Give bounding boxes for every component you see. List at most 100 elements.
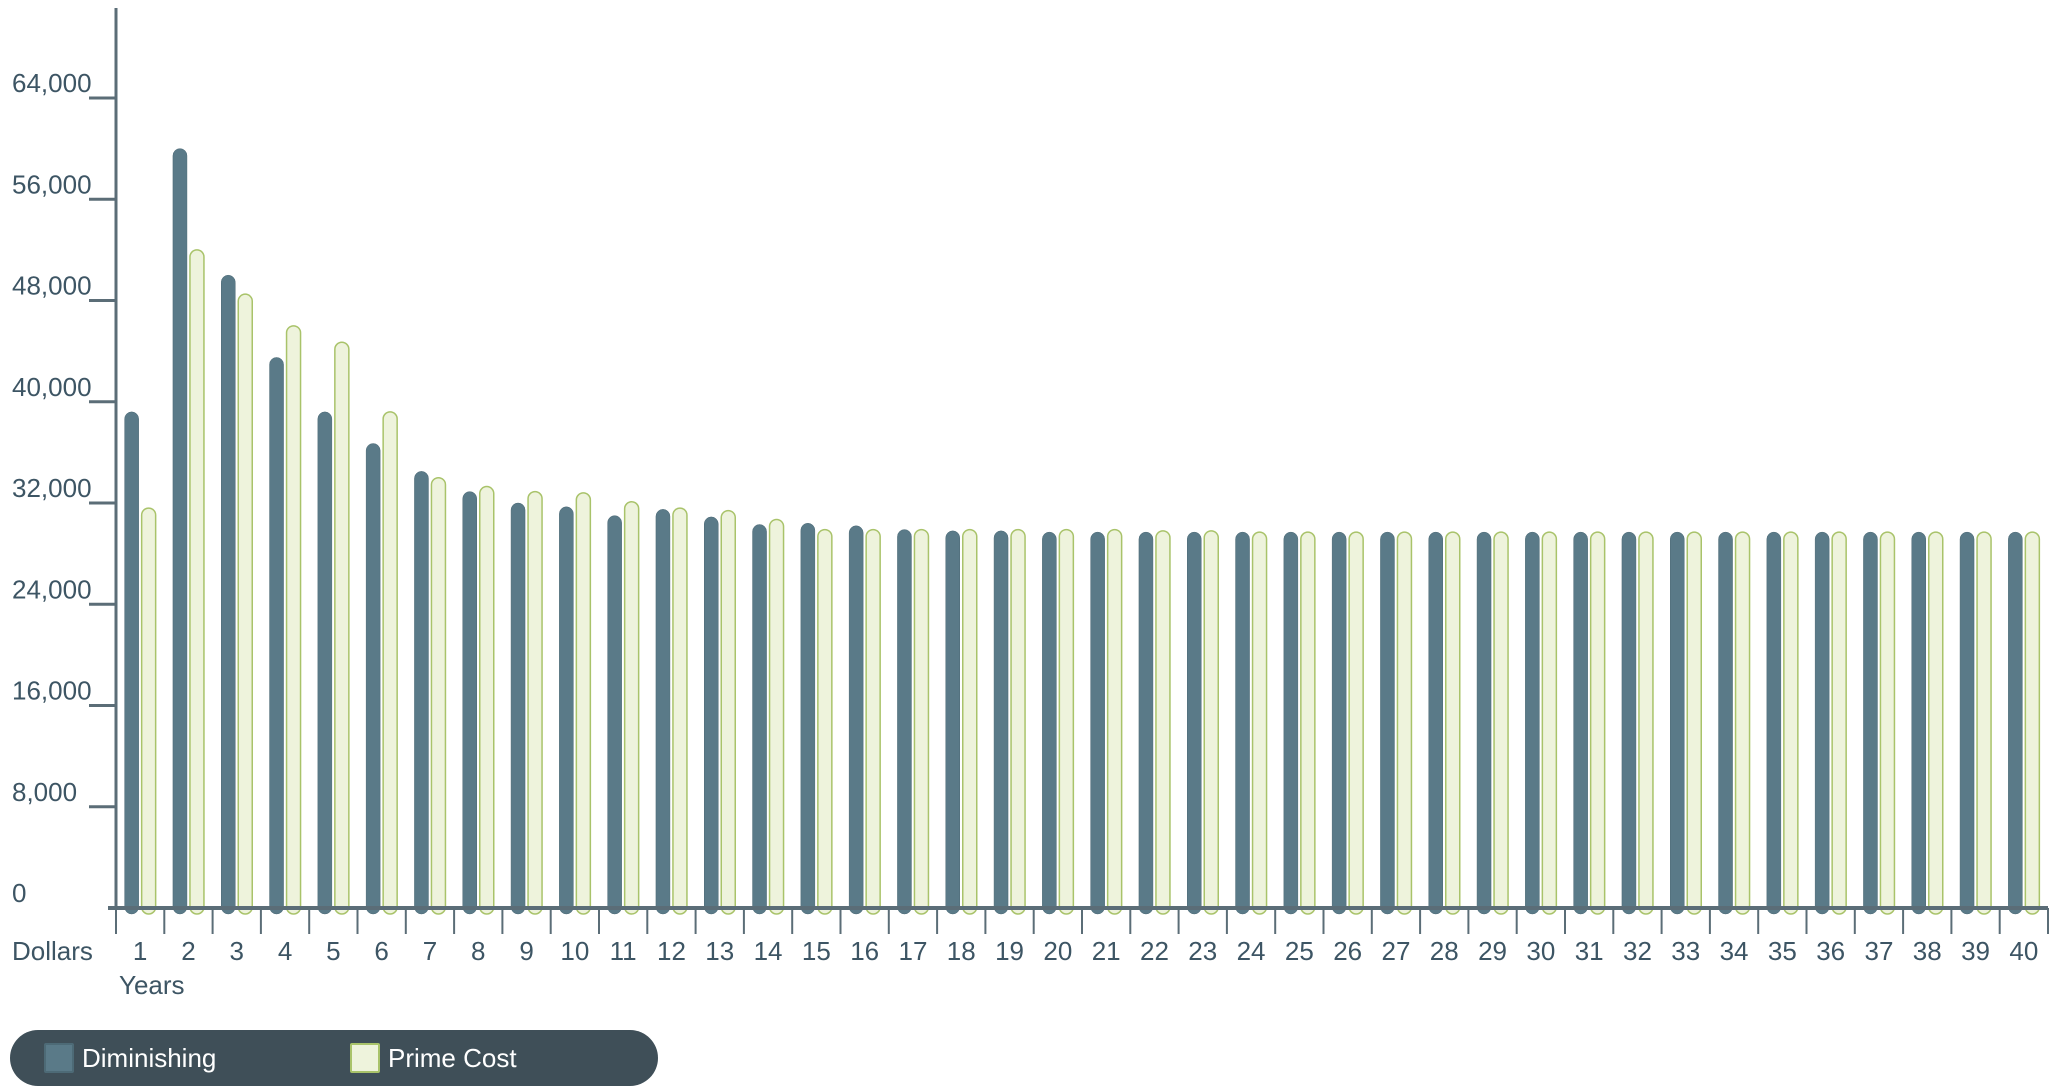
bar-diminishing bbox=[1380, 531, 1395, 915]
bar-diminishing bbox=[1476, 531, 1492, 915]
bar-prime-cost bbox=[334, 341, 350, 915]
x-tick-label: 31 bbox=[1575, 936, 1604, 966]
x-tick-label: 32 bbox=[1623, 936, 1652, 966]
bar-prime-cost bbox=[1396, 531, 1413, 915]
x-tick-label: 15 bbox=[802, 936, 831, 966]
bar-prime-cost bbox=[768, 518, 785, 915]
bar-prime-cost bbox=[962, 528, 978, 915]
bar-prime-cost bbox=[817, 528, 833, 915]
x-tick-label: 20 bbox=[1043, 936, 1072, 966]
x-tick-label: 19 bbox=[995, 936, 1024, 966]
y-tick-label: 56,000 bbox=[12, 169, 92, 199]
x-tick-label: 8 bbox=[471, 936, 485, 966]
y-tick-label: 48,000 bbox=[12, 271, 92, 301]
bar-prime-cost bbox=[1010, 528, 1026, 915]
x-tick-label: 23 bbox=[1188, 936, 1217, 966]
y-tick-label: 0 bbox=[12, 878, 26, 908]
legend-swatch-prime-cost bbox=[350, 1043, 380, 1073]
bar-diminishing bbox=[365, 443, 381, 915]
legend-swatch-diminishing bbox=[44, 1043, 74, 1073]
bar-diminishing bbox=[1766, 531, 1782, 915]
bar-prime-cost bbox=[1348, 531, 1364, 915]
bar-prime-cost bbox=[1976, 531, 1992, 915]
bar-diminishing bbox=[1187, 531, 1202, 915]
bar-prime-cost bbox=[575, 492, 592, 915]
bar-diminishing bbox=[897, 529, 912, 915]
y-tick-label: 32,000 bbox=[12, 473, 92, 503]
x-tick-label: 28 bbox=[1430, 936, 1459, 966]
bar-diminishing bbox=[2008, 531, 2023, 915]
bar-diminishing bbox=[993, 530, 1009, 915]
bar-prime-cost bbox=[1058, 528, 1075, 915]
legend-label-diminishing: Diminishing bbox=[82, 1042, 217, 1073]
x-tick-label: 11 bbox=[610, 936, 637, 966]
x-tick-label: 13 bbox=[705, 936, 734, 966]
x-tick-label: 30 bbox=[1526, 936, 1555, 966]
bar-diminishing bbox=[1525, 531, 1540, 915]
x-tick-label: 39 bbox=[1961, 936, 1990, 966]
x-tick-label: 12 bbox=[657, 936, 686, 966]
bar-diminishing bbox=[1670, 531, 1685, 915]
bar-diminishing bbox=[1911, 531, 1926, 915]
legend-label-prime-cost: Prime Cost bbox=[388, 1042, 517, 1073]
bar-prime-cost bbox=[527, 490, 543, 915]
bar-prime-cost bbox=[672, 507, 688, 915]
bar-diminishing bbox=[124, 411, 139, 915]
x-tick-label: 10 bbox=[560, 936, 589, 966]
y-tick-label: 40,000 bbox=[12, 372, 92, 402]
x-tick-label: 6 bbox=[374, 936, 388, 966]
bar-diminishing bbox=[1959, 531, 1975, 915]
x-tick-label: 25 bbox=[1285, 936, 1314, 966]
x-tick-label: 33 bbox=[1671, 936, 1700, 966]
bar-prime-cost bbox=[1541, 531, 1558, 915]
bar-diminishing bbox=[1283, 531, 1299, 915]
y-tick-label: 16,000 bbox=[12, 676, 92, 706]
x-tick-label: 35 bbox=[1768, 936, 1797, 966]
bar-prime-cost bbox=[285, 325, 302, 915]
bar-prime-cost bbox=[1734, 531, 1751, 915]
bar-prime-cost bbox=[1589, 531, 1606, 915]
x-tick-label: 27 bbox=[1381, 936, 1410, 966]
bar-prime-cost bbox=[913, 528, 930, 915]
bar-prime-cost bbox=[720, 509, 736, 915]
x-tick-label: 14 bbox=[754, 936, 783, 966]
legend: Diminishing Prime Cost bbox=[10, 1030, 658, 1086]
bar-diminishing bbox=[848, 525, 864, 915]
bar-diminishing bbox=[655, 509, 671, 915]
x-tick-label: 18 bbox=[947, 936, 976, 966]
bar-diminishing bbox=[1863, 531, 1878, 915]
bar-chart: 0 8,000 16,000 24,000 32,000 40,000 48,000 56,0… bbox=[12, 8, 2049, 1000]
x-tick-label: 3 bbox=[230, 936, 244, 966]
bar-prime-cost bbox=[430, 476, 447, 915]
bar-prime-cost bbox=[1251, 531, 1268, 915]
bar-diminishing bbox=[414, 471, 429, 915]
bar-diminishing bbox=[510, 502, 526, 915]
bar-prime-cost bbox=[1106, 528, 1123, 915]
bar-diminishing bbox=[800, 523, 816, 915]
bar-diminishing bbox=[1814, 531, 1830, 915]
bar-diminishing bbox=[1573, 531, 1588, 915]
legend-item-diminishing: Diminishing bbox=[44, 1030, 216, 1086]
bar-prime-cost bbox=[2024, 531, 2041, 915]
x-tick-label: 40 bbox=[2009, 936, 2038, 966]
bar-prime-cost bbox=[1831, 531, 1847, 915]
bar-prime-cost bbox=[479, 485, 495, 915]
y-tick-label: 8,000 bbox=[12, 777, 77, 807]
x-tick-label: 16 bbox=[850, 936, 879, 966]
bar-prime-cost bbox=[1879, 531, 1896, 915]
bar-diminishing bbox=[221, 274, 236, 915]
bar-prime-cost bbox=[1928, 531, 1944, 915]
x-tick-label: 7 bbox=[423, 936, 437, 966]
bar-diminishing bbox=[1428, 531, 1443, 915]
x-tick-label: 9 bbox=[519, 936, 533, 966]
x-tick-label: 29 bbox=[1478, 936, 1507, 966]
bar-diminishing bbox=[1042, 531, 1057, 915]
bar-prime-cost bbox=[623, 500, 640, 915]
bar-diminishing bbox=[559, 506, 574, 915]
bar-prime-cost bbox=[140, 507, 157, 915]
bar-diminishing bbox=[752, 524, 767, 915]
x-tick-label: 22 bbox=[1140, 936, 1169, 966]
x-tick-label: 5 bbox=[326, 936, 340, 966]
bar-diminishing bbox=[172, 148, 188, 915]
bar-diminishing bbox=[607, 515, 622, 915]
